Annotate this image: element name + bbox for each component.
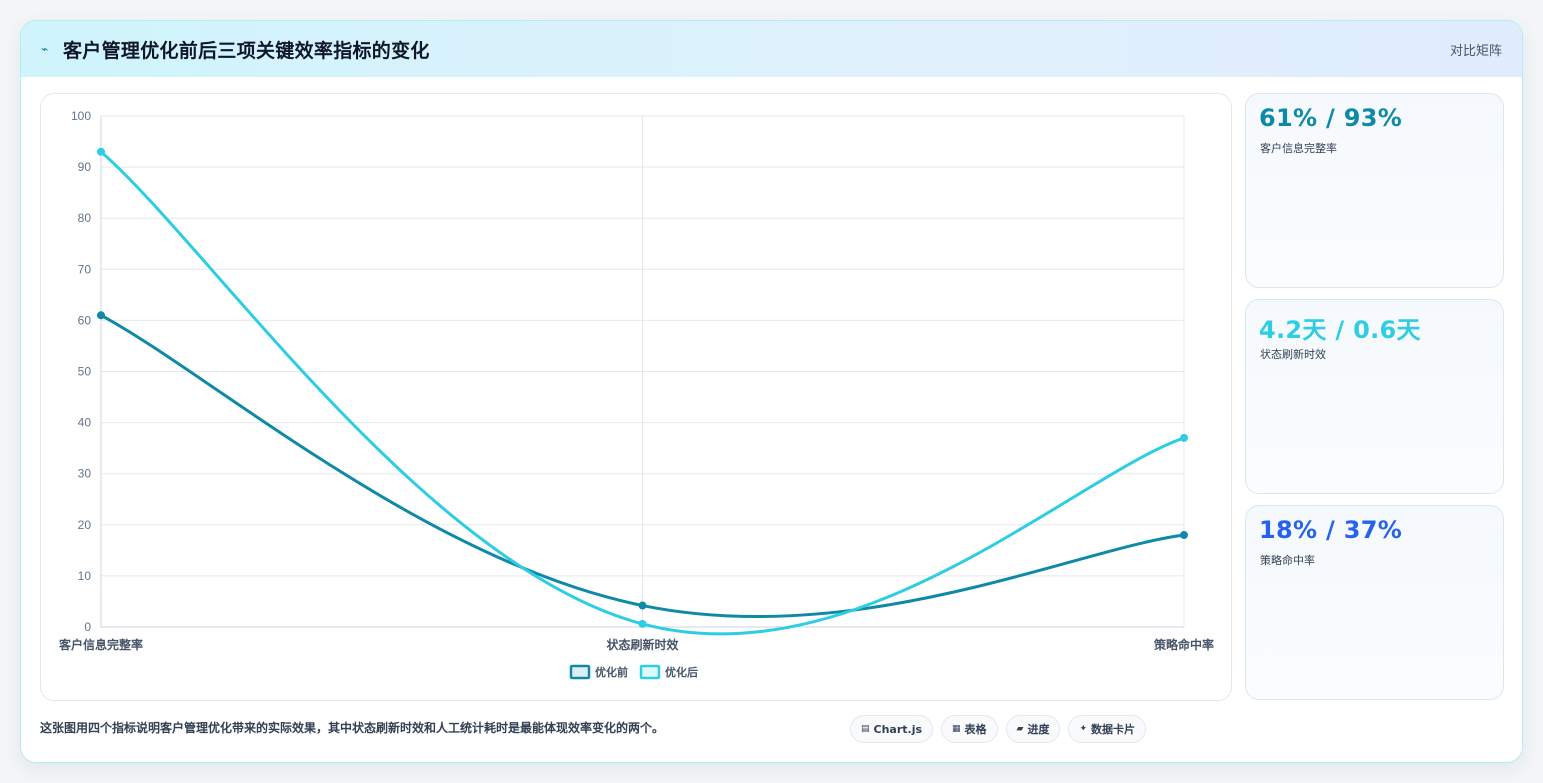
dashboard-card: ⌁ 客户管理优化前后三项关键效率指标的变化 对比矩阵 0 10 20 30 40 50 60… [20,20,1523,763]
y-tick-label: 60 [78,313,92,327]
y-tick-label: 20 [78,518,92,532]
kpi-card-hit-rate: 18% / 37% 策略命中率 [1245,505,1504,700]
chip-label: 数据卡片 [1091,723,1136,736]
progress-icon: ▰ [1016,724,1024,734]
y-tick-label: 0 [84,620,91,634]
chart-description: 这张图用四个指标说明客户管理优化带来的实际效果，其中状态刷新时效和人工统计耗时是… [40,721,665,735]
kpi-label: 策略命中率 [1260,554,1315,567]
sparkle-icon: ✦ [1079,724,1088,734]
legend-swatch [569,664,591,680]
legend-label: 优化后 [665,665,698,679]
line-chart-panel: 0 10 20 30 40 50 60 70 80 90 100 客户信息完整率 状态刷新时效 策略命中率… [40,93,1232,701]
view-tag[interactable]: 对比矩阵 [1449,44,1502,59]
kpi-card-completeness: 61% / 93% 客户信息完整率 [1245,93,1504,288]
chip-chartjs[interactable]: ▤ Chart.js [850,715,934,743]
data-point [97,311,105,320]
kpi-label: 状态刷新时效 [1260,348,1326,361]
chip-label: 进度 [1027,723,1050,736]
data-point [638,601,647,610]
chart-icon: ▤ [861,724,870,734]
y-tick-label: 30 [78,467,92,481]
x-tick-label: 状态刷新时效 [606,637,679,652]
chip-progress[interactable]: ▰ 进度 [1005,715,1061,743]
legend-label: 优化前 [595,665,628,679]
bolt-icon: ⌁ [41,42,49,56]
table-icon: ▦ [952,724,961,734]
y-tick-label: 70 [78,262,92,276]
y-tick-label: 10 [78,569,92,583]
kpi-value: 61% / 93% [1259,104,1403,132]
y-tick-label: 90 [78,160,92,174]
x-tick-label: 策略命中率 [1154,637,1214,652]
tech-chips: ▤ Chart.js ▦ 表格 ▰ 进度 ✦ 数据卡片 [850,715,1147,743]
data-point [1180,433,1188,442]
y-tick-label: 50 [78,365,92,379]
x-tick-label: 客户信息完整率 [58,637,143,652]
kpi-card-refresh-time: 4.2天 / 0.6天 状态刷新时效 [1245,299,1504,494]
data-point [97,147,105,156]
data-point [638,619,647,628]
y-tick-label: 100 [71,109,91,123]
chip-table[interactable]: ▦ 表格 [941,715,998,743]
kpi-value: 4.2天 / 0.6天 [1259,316,1421,344]
y-tick-label: 80 [78,211,92,225]
card-header: ⌁ 客户管理优化前后三项关键效率指标的变化 对比矩阵 [21,21,1522,77]
kpi-label: 客户信息完整率 [1260,142,1337,155]
chip-data-cards[interactable]: ✦ 数据卡片 [1068,715,1147,743]
line-chart: 0 10 20 30 40 50 60 70 80 90 100 客户信息完整率 状态刷新时效 策略命中率… [58,109,1214,680]
data-point [1180,531,1188,540]
y-tick-label: 40 [78,416,92,430]
chip-label: 表格 [964,723,987,736]
legend-swatch [639,664,661,680]
page-title: 客户管理优化前后三项关键效率指标的变化 [63,40,430,62]
chip-label: Chart.js [873,722,923,736]
kpi-value: 18% / 37% [1259,516,1403,544]
